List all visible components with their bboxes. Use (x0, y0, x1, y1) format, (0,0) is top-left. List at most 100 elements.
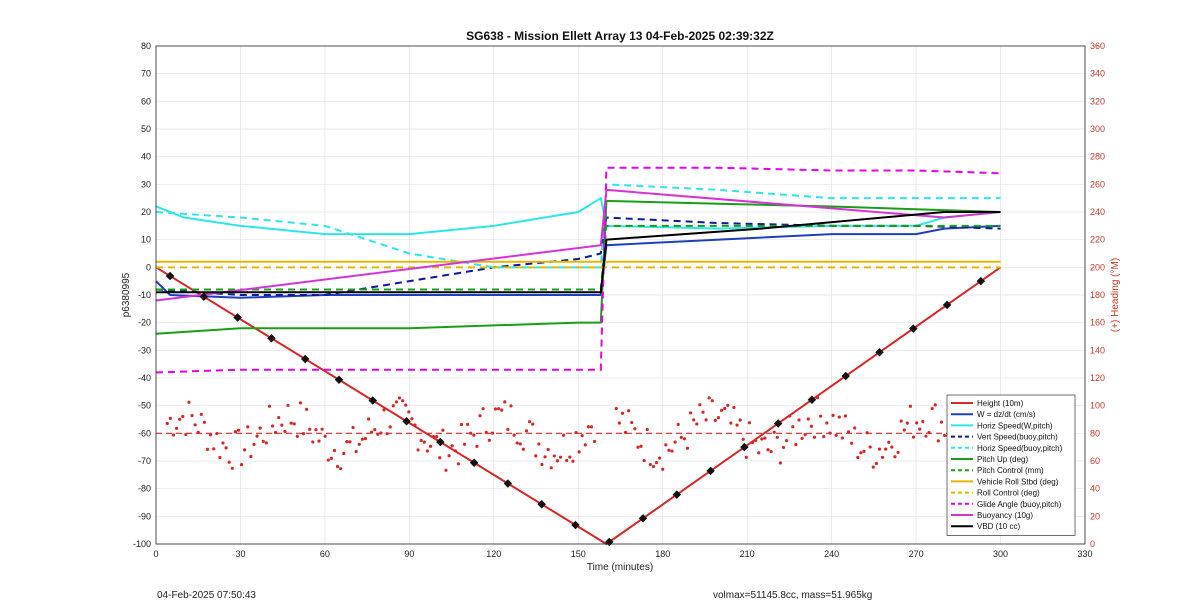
heading-point (757, 451, 761, 455)
heading-point (382, 408, 386, 412)
y-right-tick-label: 140 (1090, 345, 1105, 355)
heading-point (329, 456, 333, 460)
heading-point (921, 419, 925, 424)
height-markers (165, 271, 986, 547)
heading-point (558, 455, 563, 459)
heading-point (261, 439, 265, 443)
y-tick-label: -90 (138, 511, 151, 521)
height-marker (537, 499, 546, 509)
heading-point (617, 421, 621, 425)
y-right-tick-label: 360 (1090, 41, 1105, 51)
heading-point (658, 456, 662, 460)
heading-point (181, 414, 185, 419)
y-right-tick-label: 300 (1090, 124, 1105, 134)
x-tick-label: 0 (153, 549, 158, 559)
y-tick-label: -10 (138, 290, 151, 300)
plot-frame (155, 45, 1086, 545)
heading-point (850, 441, 854, 445)
heading-point (366, 417, 371, 421)
heading-point (549, 466, 553, 470)
heading-point (834, 433, 838, 438)
footer-timestamp: 04-Feb-2025 07:50:43 (157, 590, 256, 601)
heading-point (459, 422, 464, 427)
heading-point (642, 459, 646, 463)
heading-point (580, 434, 584, 438)
heading-point (462, 442, 467, 446)
heading-point (230, 466, 234, 470)
legend-label: Glide Angle (buoy,pitch) (977, 500, 1062, 509)
heading-point (645, 427, 649, 432)
heading-point (670, 449, 674, 453)
heading-point (391, 404, 395, 408)
heading-point (178, 417, 182, 421)
heading-point (688, 411, 693, 415)
series-line-9 (155, 166, 1001, 374)
y-right-tick-label: 220 (1090, 235, 1105, 245)
heading-point (174, 426, 179, 430)
heading-point (283, 429, 287, 434)
heading-point (853, 426, 857, 430)
heading-point (512, 433, 516, 437)
heading-point (778, 461, 783, 465)
heading-point (345, 440, 349, 444)
y-right-tick-label: 340 (1090, 69, 1105, 79)
heading-point (537, 442, 541, 446)
heading-point (918, 427, 922, 431)
heading-point (354, 449, 358, 454)
legend-box (946, 394, 1076, 536)
y-tick-label: 30 (141, 179, 151, 189)
heading-point (905, 421, 909, 425)
heading-point (171, 433, 176, 437)
x-tick-label: 300 (993, 549, 1008, 559)
heading-point (264, 441, 268, 445)
heading-point (593, 439, 597, 444)
y-right-tick-label: 60 (1090, 456, 1100, 466)
heading-point (435, 434, 439, 439)
height-marker (233, 313, 242, 322)
heading-point (339, 467, 343, 471)
height-marker (807, 395, 817, 404)
heading-point (249, 454, 253, 459)
y-tick-label: 50 (141, 124, 151, 134)
heading-point (351, 425, 355, 430)
heading-point (475, 444, 479, 449)
heading-point (487, 438, 491, 442)
height-marker (740, 442, 749, 452)
heading-point (843, 414, 848, 418)
heading-point (252, 442, 256, 446)
legend-label: W = dz/dt (cm/s) (977, 410, 1036, 419)
series-lines (155, 166, 1002, 546)
heading-point (942, 433, 947, 438)
heading-point (416, 448, 420, 452)
y-right-tick-label: 180 (1090, 290, 1105, 300)
height-marker (503, 479, 513, 488)
heading-point (797, 418, 801, 422)
heading-point (695, 422, 699, 426)
height-marker (706, 466, 715, 476)
x-tick-label: 330 (1077, 549, 1092, 559)
y-tick-label: -40 (138, 373, 151, 383)
y-tick-labels: -100-90-80-70-60-50-40-30-20-10010203040… (133, 41, 151, 549)
heading-point (735, 423, 739, 427)
heading-point (620, 411, 625, 415)
y-axis-label: p6380995 (121, 272, 132, 317)
heading-point (908, 404, 913, 408)
heading-point (292, 422, 296, 426)
heading-point (360, 437, 364, 441)
y-right-tick-label: 320 (1090, 96, 1105, 106)
heading-point (654, 460, 659, 465)
heading-point (633, 427, 637, 431)
x-tick-label: 150 (571, 549, 586, 559)
height-marker (571, 520, 580, 530)
heading-point (497, 407, 501, 411)
y-tick-label: 10 (141, 235, 151, 245)
heading-point (255, 434, 259, 438)
heading-point (648, 462, 652, 467)
heading-point (320, 427, 324, 431)
legend-label: Pitch Control (mm) (977, 466, 1044, 475)
legend-label: Vehicle Roll Stbd (deg) (977, 477, 1059, 486)
heading-point (831, 413, 835, 417)
x-tick-label: 270 (909, 549, 924, 559)
heading-point (438, 456, 442, 460)
y-right-tick-label: 260 (1090, 179, 1105, 189)
